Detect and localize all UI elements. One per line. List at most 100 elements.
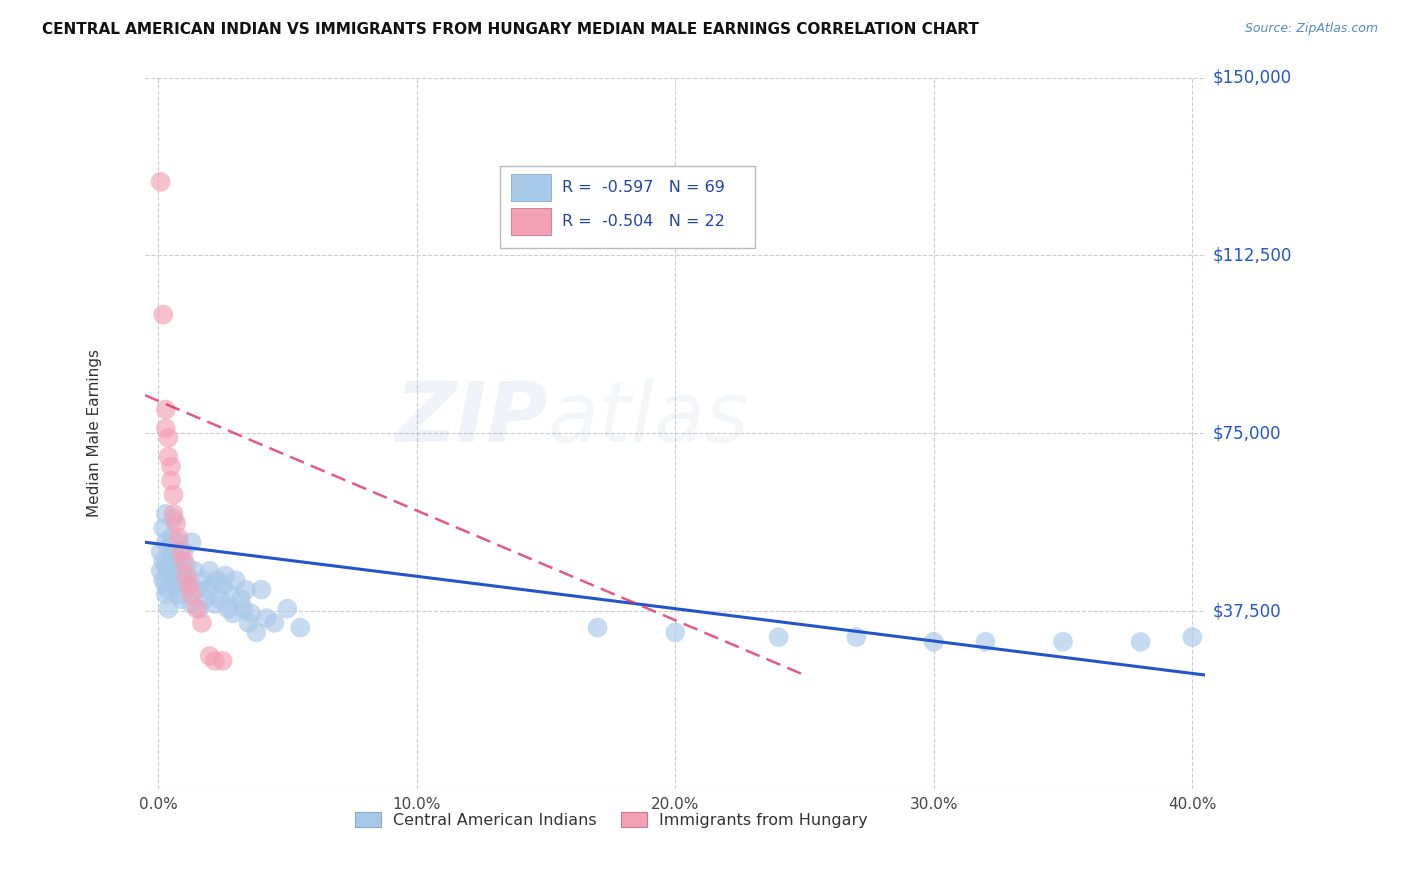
Point	[974, 635, 997, 649]
Point	[256, 611, 278, 625]
Point	[152, 554, 174, 568]
Point	[160, 554, 183, 568]
Point	[162, 545, 184, 559]
Point	[155, 402, 177, 417]
Point	[922, 635, 945, 649]
Point	[173, 573, 195, 587]
Point	[176, 559, 198, 574]
Point	[152, 308, 174, 322]
Point	[162, 507, 184, 521]
Point	[183, 564, 205, 578]
Point	[180, 597, 202, 611]
Point	[177, 578, 200, 592]
Point	[149, 564, 172, 578]
Text: R =  -0.504   N = 22: R = -0.504 N = 22	[562, 214, 724, 229]
Point	[204, 654, 226, 668]
FancyBboxPatch shape	[501, 167, 755, 248]
Point	[155, 507, 177, 521]
FancyBboxPatch shape	[510, 209, 551, 235]
Text: R =  -0.597   N = 69: R = -0.597 N = 69	[562, 180, 724, 195]
Point	[191, 573, 214, 587]
Point	[152, 573, 174, 587]
Text: ZIP: ZIP	[395, 378, 548, 459]
Point	[198, 564, 221, 578]
Point	[845, 630, 868, 644]
Point	[225, 573, 247, 587]
Point	[155, 578, 177, 592]
Point	[198, 649, 221, 664]
Point	[157, 601, 180, 615]
Point	[165, 554, 187, 568]
Point	[211, 654, 233, 668]
Point	[664, 625, 686, 640]
Point	[186, 601, 208, 615]
Point	[155, 535, 177, 549]
Point	[155, 559, 177, 574]
Point	[276, 601, 298, 615]
Legend: Central American Indians, Immigrants from Hungary: Central American Indians, Immigrants fro…	[349, 805, 875, 834]
Point	[1129, 635, 1152, 649]
Text: CENTRAL AMERICAN INDIAN VS IMMIGRANTS FROM HUNGARY MEDIAN MALE EARNINGS CORRELAT: CENTRAL AMERICAN INDIAN VS IMMIGRANTS FR…	[42, 22, 979, 37]
Point	[157, 540, 180, 554]
Point	[160, 573, 183, 587]
Point	[229, 592, 252, 607]
Point	[586, 621, 609, 635]
Point	[157, 431, 180, 445]
Point	[191, 615, 214, 630]
Point	[165, 578, 187, 592]
Point	[155, 421, 177, 435]
Point	[180, 587, 202, 601]
Point	[170, 545, 193, 559]
Point	[195, 582, 218, 597]
Point	[170, 564, 193, 578]
Point	[186, 582, 208, 597]
Point	[211, 578, 233, 592]
Point	[157, 582, 180, 597]
Point	[180, 535, 202, 549]
Point	[167, 535, 190, 549]
Point	[201, 578, 224, 592]
Point	[162, 511, 184, 525]
Point	[768, 630, 790, 644]
Point	[214, 568, 236, 582]
Point	[170, 592, 193, 607]
Text: $150,000: $150,000	[1213, 69, 1292, 87]
Point	[173, 554, 195, 568]
Point	[219, 587, 242, 601]
Point	[160, 531, 183, 545]
Point	[245, 625, 267, 640]
Point	[167, 587, 190, 601]
Point	[235, 582, 257, 597]
Point	[157, 564, 180, 578]
Point	[1052, 635, 1074, 649]
Point	[155, 587, 177, 601]
Point	[263, 615, 285, 630]
Point	[204, 597, 226, 611]
Point	[160, 459, 183, 474]
Point	[149, 545, 172, 559]
Point	[152, 521, 174, 535]
Point	[232, 601, 254, 615]
Point	[162, 568, 184, 582]
Point	[209, 592, 232, 607]
Point	[165, 516, 187, 531]
Point	[222, 607, 245, 621]
FancyBboxPatch shape	[510, 174, 551, 202]
Text: $75,000: $75,000	[1213, 425, 1281, 442]
Point	[162, 488, 184, 502]
Text: Median Male Earnings: Median Male Earnings	[87, 349, 101, 517]
Point	[160, 474, 183, 488]
Point	[167, 531, 190, 545]
Point	[149, 175, 172, 189]
Point	[290, 621, 312, 635]
Point	[240, 607, 263, 621]
Text: atlas: atlas	[548, 378, 749, 459]
Point	[194, 592, 217, 607]
Text: Source: ZipAtlas.com: Source: ZipAtlas.com	[1244, 22, 1378, 36]
Point	[1181, 630, 1204, 644]
Point	[207, 573, 229, 587]
Point	[173, 545, 195, 559]
Point	[177, 578, 200, 592]
Point	[238, 615, 260, 630]
Text: $37,500: $37,500	[1213, 602, 1282, 620]
